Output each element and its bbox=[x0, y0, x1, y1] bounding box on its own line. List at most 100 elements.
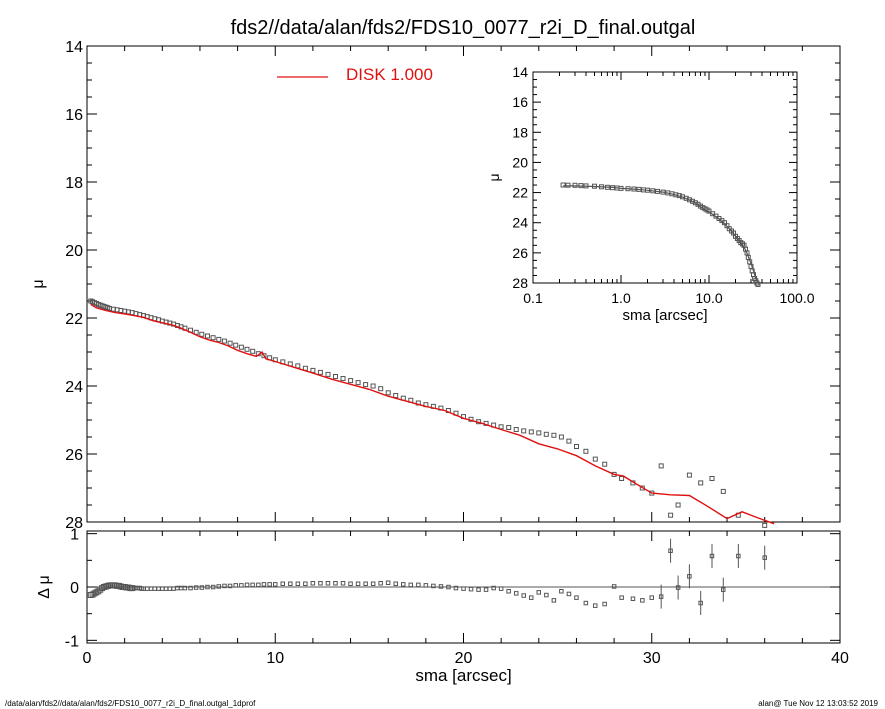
residual-data-point bbox=[736, 553, 741, 559]
residual-data-point bbox=[438, 584, 444, 589]
residual-y-tick-label: 1 bbox=[70, 527, 79, 544]
residual-data-point bbox=[261, 582, 267, 587]
main-data-point bbox=[393, 393, 399, 398]
residual-data-point bbox=[125, 584, 132, 591]
inset-y-tick-label: 16 bbox=[512, 94, 528, 110]
main-data-point bbox=[528, 429, 534, 435]
main-data-point bbox=[250, 348, 256, 354]
inset-x-tick-label: 1.0 bbox=[611, 290, 631, 306]
inset-x-tick-label: 100.0 bbox=[779, 290, 814, 306]
main-data-point bbox=[221, 338, 227, 344]
main-data-point bbox=[720, 488, 726, 494]
inset-background bbox=[533, 72, 797, 283]
residual-data-point bbox=[709, 553, 715, 559]
main-data-point bbox=[210, 335, 216, 341]
main-data-point bbox=[574, 444, 579, 449]
residual-data-point bbox=[325, 581, 331, 586]
residual-data-point bbox=[506, 589, 511, 594]
main-data-point bbox=[698, 480, 704, 486]
residual-data-point bbox=[583, 600, 589, 606]
footer-file-path: /data/alan/fds2//data/alan/fds2/FDS10_00… bbox=[5, 699, 256, 708]
residual-data-point bbox=[193, 585, 199, 590]
residual-x-tick-label: 30 bbox=[643, 650, 661, 667]
residual-data-point bbox=[416, 582, 421, 588]
main-data-point bbox=[205, 333, 210, 339]
inset-y-tick-label: 20 bbox=[512, 154, 528, 170]
main-data-point bbox=[558, 434, 564, 440]
residual-data-point bbox=[233, 583, 238, 588]
residual-data-point bbox=[668, 548, 673, 553]
residual-data-point bbox=[239, 583, 244, 588]
main-data-point bbox=[543, 431, 549, 437]
residual-y-tick-label: 0 bbox=[70, 580, 79, 597]
main-data-point bbox=[216, 336, 222, 342]
inset-data-point bbox=[560, 182, 566, 188]
inset-y-tick-label: 18 bbox=[512, 124, 528, 140]
residual-data-point bbox=[640, 598, 645, 603]
residual-data-point bbox=[721, 587, 726, 592]
residual-data-point bbox=[370, 581, 376, 586]
main-data-point bbox=[658, 463, 664, 469]
main-data-point bbox=[310, 367, 316, 373]
inset-x-tick-label: 0.1 bbox=[523, 290, 543, 306]
residual-data-point bbox=[273, 582, 278, 587]
residual-data-point bbox=[205, 584, 210, 590]
main-data-point bbox=[370, 383, 376, 389]
inset-y-axis-label: μ bbox=[486, 173, 502, 181]
residual-data-point bbox=[199, 585, 205, 590]
residual-data-point bbox=[675, 585, 681, 590]
residual-data-point bbox=[95, 588, 102, 595]
residual-data-point bbox=[529, 595, 534, 600]
main-data-point bbox=[385, 390, 391, 396]
residual-data-point bbox=[483, 587, 489, 592]
main-y-tick-label: 28 bbox=[65, 515, 83, 532]
residual-data-point bbox=[551, 598, 557, 603]
main-y-tick-label: 14 bbox=[65, 39, 83, 56]
residual-data-point bbox=[566, 591, 572, 597]
main-data-point bbox=[233, 342, 239, 348]
residual-data-point bbox=[446, 584, 451, 590]
main-data-point bbox=[199, 331, 205, 337]
residual-data-point bbox=[288, 581, 293, 586]
residual-data-point bbox=[423, 583, 429, 588]
residual-data-point bbox=[602, 601, 607, 607]
main-data-point bbox=[513, 427, 519, 432]
residual-data-point bbox=[310, 581, 316, 586]
main-data-point bbox=[675, 502, 681, 508]
main-data-point bbox=[355, 380, 361, 386]
residual-data-point bbox=[378, 581, 383, 586]
residual-x-tick-label: 20 bbox=[455, 650, 473, 667]
residual-data-point bbox=[649, 595, 654, 600]
main-data-point bbox=[536, 430, 542, 436]
main-data-point bbox=[261, 353, 267, 359]
residual-data-point bbox=[256, 582, 261, 588]
inset-data-point bbox=[565, 182, 571, 188]
residual-data-point bbox=[559, 589, 564, 594]
residual-data-point bbox=[99, 585, 106, 592]
main-data-point bbox=[498, 424, 504, 430]
residual-data-point bbox=[514, 591, 519, 596]
residual-data-point bbox=[210, 584, 216, 590]
legend-disk-label: DISK 1.000 bbox=[346, 65, 433, 84]
residual-data-point bbox=[222, 583, 227, 589]
main-data-points bbox=[88, 298, 768, 528]
residual-data-point bbox=[216, 584, 221, 589]
residual-data-point bbox=[227, 583, 233, 589]
residual-data-point bbox=[468, 586, 474, 592]
residual-data-point bbox=[348, 581, 353, 586]
residual-data-point bbox=[393, 581, 398, 586]
main-data-point bbox=[583, 448, 589, 454]
residual-y-axis-label: Δ μ bbox=[36, 575, 53, 598]
main-y-tick-label: 20 bbox=[65, 243, 83, 260]
inset-y-tick-label: 28 bbox=[512, 275, 528, 291]
residual-data-points bbox=[87, 538, 767, 615]
residual-x-tick-label: 40 bbox=[831, 650, 849, 667]
main-data-point bbox=[317, 369, 323, 375]
main-data-point bbox=[668, 512, 674, 518]
residual-data-point bbox=[295, 581, 301, 586]
residual-data-point bbox=[318, 581, 323, 586]
residual-data-point bbox=[431, 583, 436, 589]
main-data-point bbox=[325, 371, 331, 377]
chart-title: fds2//data/alan/fds2/FDS10_0077_r2i_D_fi… bbox=[231, 17, 696, 39]
